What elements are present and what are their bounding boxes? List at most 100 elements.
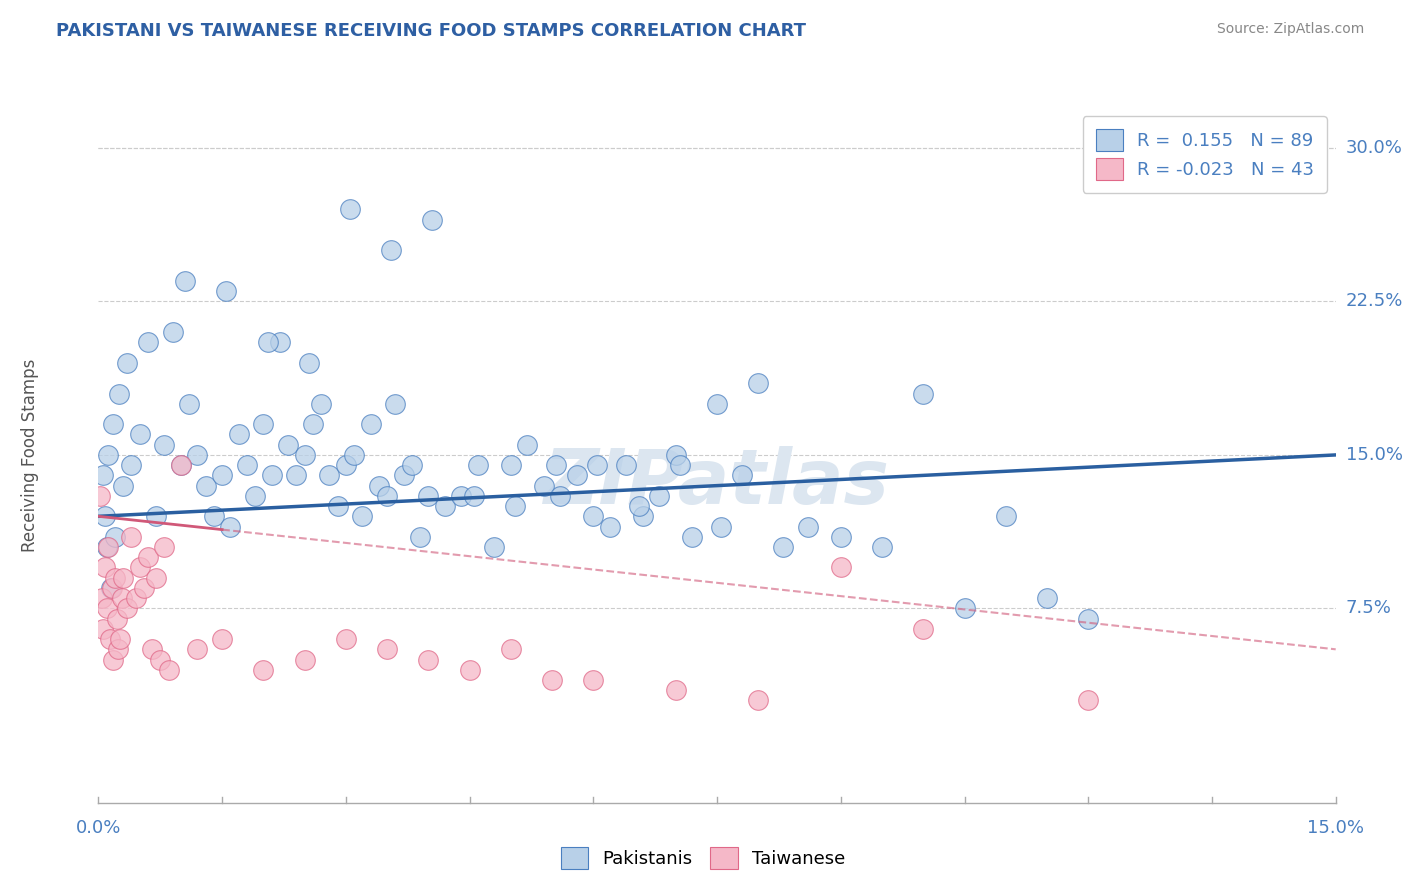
Point (228, 427, 250, 442)
Point (117, 601, 139, 615)
Point (120, 530, 142, 544)
Point (260, 468, 283, 483)
Text: Source: ZipAtlas.com: Source: ZipAtlas.com (1216, 22, 1364, 37)
Point (108, 386, 131, 401)
Point (665, 683, 688, 698)
Point (375, 642, 398, 657)
Point (96, 601, 118, 615)
Point (112, 571, 135, 585)
Point (136, 550, 159, 565)
Point (174, 274, 197, 288)
Point (157, 663, 180, 677)
Point (484, 540, 506, 554)
Point (343, 448, 366, 462)
Point (252, 417, 274, 432)
Point (339, 202, 361, 217)
Point (120, 458, 142, 472)
Point (104, 530, 127, 544)
Point (953, 601, 976, 615)
Point (277, 438, 299, 452)
Point (211, 468, 233, 483)
Point (392, 468, 415, 483)
Point (648, 489, 671, 503)
Point (100, 581, 122, 595)
Point (128, 427, 150, 442)
Point (124, 591, 146, 606)
Point (565, 468, 588, 483)
Point (215, 284, 238, 298)
Point (149, 652, 172, 666)
Point (153, 438, 176, 452)
Text: ZIPatlas: ZIPatlas (544, 446, 890, 520)
Point (269, 335, 291, 350)
Point (97, 448, 120, 462)
Point (211, 632, 233, 646)
Point (582, 509, 605, 524)
Point (422, 212, 444, 227)
Point (219, 519, 242, 533)
Legend: R =  0.155   N = 89, R = -0.023   N = 43: R = 0.155 N = 89, R = -0.023 N = 43 (1083, 116, 1327, 193)
Point (145, 509, 167, 524)
Point (141, 642, 163, 657)
Point (136, 335, 159, 350)
Point (132, 581, 155, 595)
Point (747, 693, 769, 707)
Point (586, 458, 609, 472)
Point (367, 478, 389, 492)
Point (96, 540, 118, 554)
Text: Receiving Food Stamps: Receiving Food Stamps (21, 359, 39, 551)
Point (912, 386, 935, 401)
Point (627, 499, 650, 513)
Point (747, 376, 769, 391)
Point (499, 642, 522, 657)
Point (94, 509, 117, 524)
Point (103, 417, 125, 432)
Point (772, 540, 794, 554)
Point (298, 356, 321, 370)
Text: 22.5%: 22.5% (1346, 293, 1403, 310)
Point (186, 642, 208, 657)
Point (499, 458, 522, 472)
Point (100, 581, 122, 595)
Point (108, 632, 131, 646)
Point (94, 560, 117, 574)
Text: 15.0%: 15.0% (1308, 819, 1364, 838)
Point (1077, 693, 1099, 707)
Text: 15.0%: 15.0% (1346, 446, 1403, 464)
Point (1036, 591, 1059, 606)
Text: PAKISTANI VS TAIWANESE RECEIVING FOOD STAMPS CORRELATION CHART: PAKISTANI VS TAIWANESE RECEIVING FOOD ST… (56, 22, 806, 40)
Point (335, 458, 357, 472)
Point (91, 468, 114, 483)
Point (98, 632, 121, 646)
Point (463, 489, 485, 503)
Point (110, 591, 132, 606)
Point (830, 560, 852, 574)
Point (326, 499, 349, 513)
Point (380, 244, 402, 258)
Point (360, 417, 382, 432)
Point (335, 632, 357, 646)
Point (550, 489, 572, 503)
Point (194, 478, 217, 492)
Point (503, 499, 526, 513)
Point (1077, 612, 1099, 626)
Point (418, 489, 440, 503)
Point (450, 489, 472, 503)
Point (384, 397, 406, 411)
Point (599, 519, 621, 533)
Point (236, 458, 259, 472)
Point (170, 458, 193, 472)
Point (797, 519, 820, 533)
Point (706, 397, 728, 411)
Point (533, 478, 555, 492)
Point (681, 530, 703, 544)
Point (294, 652, 316, 666)
Point (665, 448, 688, 462)
Point (170, 458, 193, 472)
Point (352, 509, 374, 524)
Point (409, 530, 432, 544)
Point (302, 417, 325, 432)
Point (186, 448, 208, 462)
Point (467, 458, 489, 472)
Point (582, 673, 605, 687)
